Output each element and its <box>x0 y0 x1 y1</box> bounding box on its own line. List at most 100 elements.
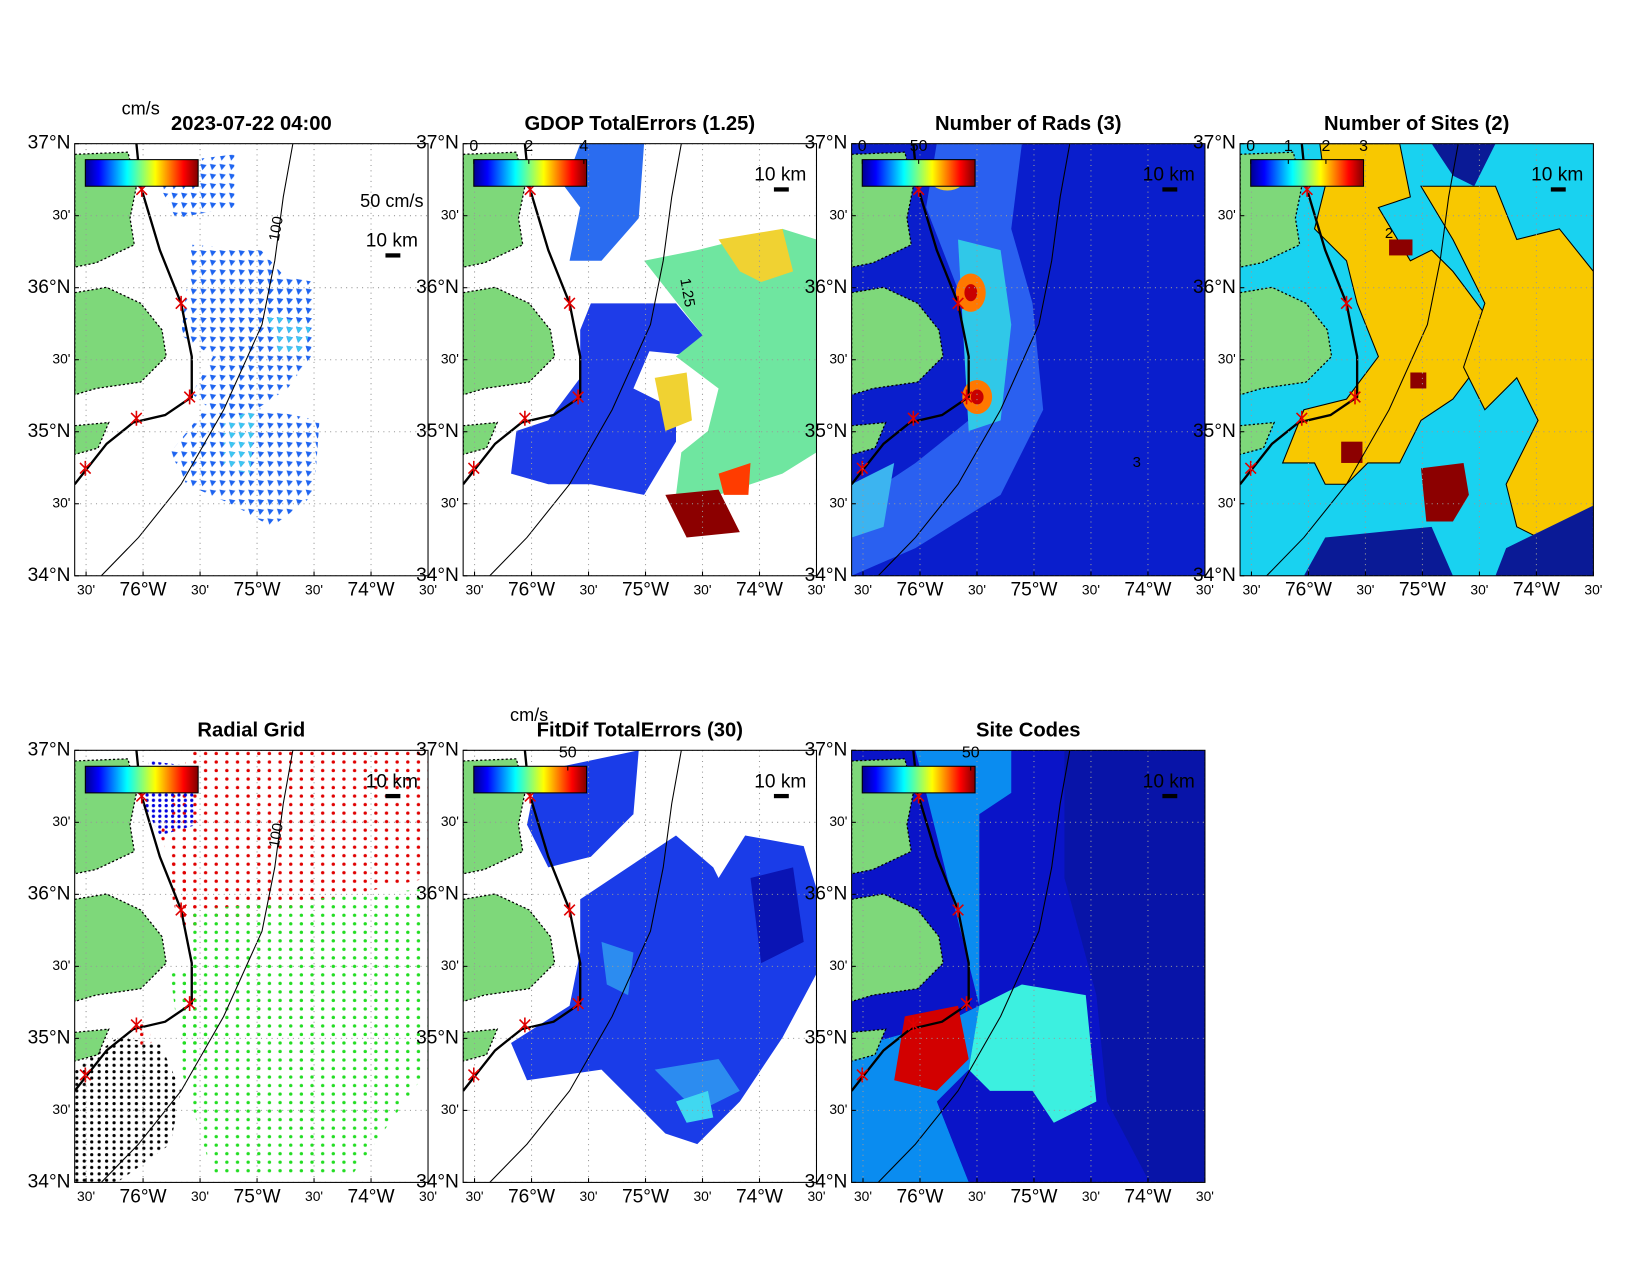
map-panel: 34°N30'35°N30'36°N30'37°N30' 76°W 30' 75°W 3… <box>28 98 437 600</box>
lon-tick-label: 30' <box>466 1188 484 1204</box>
lat-tick-label: 30' <box>829 1101 847 1117</box>
lat-tick-label: 36°N <box>1193 277 1236 298</box>
map-layers <box>1240 143 1594 576</box>
colorbar-tick-label: 0 <box>1246 138 1255 155</box>
lon-tick-label: 30' <box>1196 1188 1214 1204</box>
lon-tick-label: 75°W <box>234 580 281 601</box>
scale-bar-label: 10 km <box>1143 165 1195 186</box>
lon-tick-label: 75°W <box>1010 1186 1057 1207</box>
lat-tick-label: 36°N <box>28 883 71 904</box>
frame <box>74 749 429 1183</box>
lat-tick-label: 37°N <box>416 133 459 154</box>
lon-tick-label: 76°W <box>896 580 943 601</box>
lon-tick-label: 74°W <box>736 580 783 601</box>
lat-tick-label: 34°N <box>805 565 848 586</box>
lat-tick-label: 30' <box>829 813 847 829</box>
lat-tick-label: 30' <box>829 350 847 366</box>
lon-tick-label: 30' <box>968 1188 986 1204</box>
panel-title: 2023-07-22 04:00 <box>171 113 332 135</box>
lat-tick-label: 35°N <box>805 421 848 442</box>
lon-tick-label: 74°W <box>1124 580 1171 601</box>
contour-label: 1.25 <box>676 277 697 308</box>
lat-tick-label: 34°N <box>1193 565 1236 586</box>
map-layers <box>74 750 429 1183</box>
lon-tick-label: 30' <box>305 581 323 597</box>
lon-tick-label: 76°W <box>508 580 555 601</box>
colorbar <box>84 159 199 187</box>
scale-bar-label: 10 km <box>754 771 806 792</box>
lon-tick-label: 30' <box>77 1188 95 1204</box>
lat-tick-label: 30' <box>52 957 70 973</box>
panel-title: Radial Grid <box>197 719 305 741</box>
lon-tick-label: 30' <box>191 581 209 597</box>
lat-tick-label: 37°N <box>1193 133 1236 154</box>
map-panel: 34°N30'35°N30'36°N30'37°N30' 76°W 30' 75°W 3… <box>416 705 825 1207</box>
lat-tick-label: 30' <box>52 813 70 829</box>
lat-tick-label: 30' <box>441 350 459 366</box>
lon-tick-label: 30' <box>305 1188 323 1204</box>
lon-tick-label: 30' <box>693 581 711 597</box>
contour-label: 100 <box>267 215 287 242</box>
lat-tick-label: 35°N <box>416 1027 459 1048</box>
radial-grid <box>74 750 429 1183</box>
panel-title: Number of Sites (2) <box>1324 113 1509 135</box>
map-layers <box>463 143 817 576</box>
colorbar <box>473 159 588 187</box>
lat-tick-label: 30' <box>52 350 70 366</box>
map-panel: 34°N30'35°N30'36°N30'37°N30' 76°W 30' 75°W 3… <box>805 113 1214 601</box>
lon-tick-label: 74°W <box>736 1186 783 1207</box>
vector-scale-label: 50 cm/s <box>360 191 423 211</box>
colorbar-tick-label: 3 <box>1359 138 1368 155</box>
map-panel: 34°N30'35°N30'36°N30'37°N30' 76°W 30' 75°W 3… <box>805 719 1214 1207</box>
colorbar <box>861 159 976 187</box>
map-layers <box>851 143 1205 576</box>
lon-tick-label: 30' <box>1470 581 1488 597</box>
colorbar-tick-label: 50 <box>910 138 928 155</box>
colorbar-tick-label: 50 <box>962 745 980 762</box>
lon-tick-label: 30' <box>419 1188 437 1204</box>
lon-tick-label: 30' <box>466 581 484 597</box>
lon-tick-label: 30' <box>77 581 95 597</box>
lat-tick-label: 30' <box>441 494 459 510</box>
lon-tick-label: 30' <box>580 581 598 597</box>
lon-tick-label: 75°W <box>622 580 669 601</box>
lon-tick-label: 75°W <box>234 1186 281 1207</box>
colorbar <box>473 765 588 794</box>
frame <box>74 143 429 577</box>
lat-tick-label: 30' <box>1218 206 1236 222</box>
lat-tick-label: 34°N <box>416 565 459 586</box>
lon-tick-label: 76°W <box>1285 580 1332 601</box>
lat-tick-label: 37°N <box>805 133 848 154</box>
lon-tick-label: 30' <box>580 1188 598 1204</box>
scale-bar-label: 10 km <box>1531 165 1583 186</box>
lon-tick-label: 76°W <box>120 1186 167 1207</box>
lat-tick-label: 36°N <box>416 883 459 904</box>
panel-title: Site Codes <box>976 719 1080 741</box>
lat-tick-label: 37°N <box>28 739 71 760</box>
colorbar-tick-label: 50 <box>559 745 577 762</box>
lat-tick-label: 35°N <box>1193 421 1236 442</box>
units-label: cm/s <box>510 705 548 725</box>
map-panel: 34°N30'35°N30'36°N30'37°N30' 76°W 30' 75°W 3… <box>28 719 437 1207</box>
lon-tick-label: 30' <box>191 1188 209 1204</box>
lat-tick-label: 37°N <box>416 739 459 760</box>
lat-tick-label: 30' <box>52 494 70 510</box>
lat-tick-label: 37°N <box>805 739 848 760</box>
lat-tick-label: 34°N <box>805 1171 848 1192</box>
map-layers <box>463 750 817 1183</box>
lat-tick-label: 35°N <box>28 421 71 442</box>
lon-tick-label: 75°W <box>622 1186 669 1207</box>
lon-tick-label: 76°W <box>120 580 167 601</box>
lon-tick-label: 30' <box>854 581 872 597</box>
colorbar-tick-label: 2 <box>1321 138 1330 155</box>
lon-tick-label: 74°W <box>348 1186 395 1207</box>
lat-tick-label: 30' <box>52 1101 70 1117</box>
map-panel: 34°N30'35°N30'36°N30'37°N30' 76°W 30' 75°W 3… <box>1193 113 1602 601</box>
map-layers <box>851 750 1205 1183</box>
lon-tick-label: 30' <box>419 581 437 597</box>
lon-tick-label: 74°W <box>1513 580 1560 601</box>
lon-tick-label: 30' <box>1242 581 1260 597</box>
colorbar-tick-label: 2 <box>524 138 533 155</box>
lon-tick-label: 76°W <box>896 1186 943 1207</box>
colorbar-tick-label: 0 <box>858 138 867 155</box>
